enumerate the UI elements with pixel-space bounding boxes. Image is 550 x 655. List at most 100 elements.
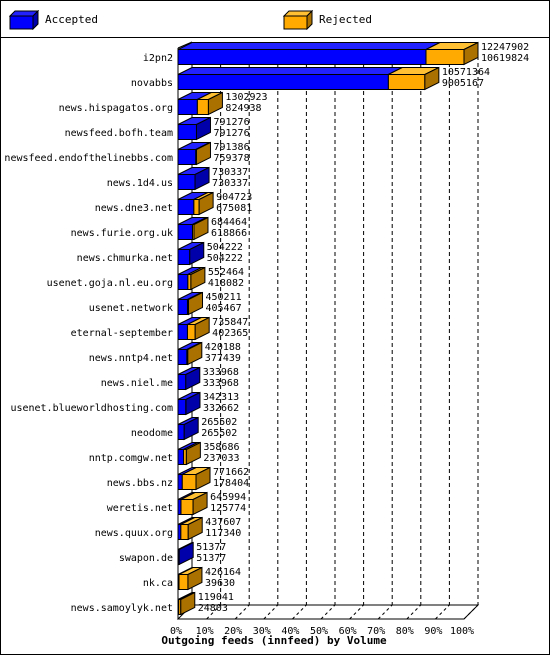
value-label-offered: 119041 — [198, 592, 234, 603]
legend-swatch-accepted — [9, 10, 39, 30]
bar-rejected — [180, 499, 194, 515]
category-label: news.chmurka.net — [77, 253, 173, 264]
value-label-accepted: 265502 — [201, 428, 237, 439]
value-label-accepted: 117340 — [205, 528, 241, 539]
value-label-accepted: 759378 — [213, 153, 249, 164]
bar-accepted — [177, 49, 427, 65]
value-label-accepted: 332662 — [203, 403, 239, 414]
value-label-accepted: 237033 — [203, 453, 239, 464]
bar-rejected — [178, 574, 189, 590]
x-tick-label: 50% — [310, 626, 328, 637]
category-label: news.bbs.nz — [107, 478, 173, 489]
value-label-offered: 504222 — [207, 242, 243, 253]
category-label: i2pn2 — [143, 53, 173, 64]
bar-rejected — [387, 74, 426, 90]
x-axis-label: Outgoing feeds (innfeed) by Volume — [161, 634, 387, 647]
bar-accepted — [177, 424, 185, 440]
bar-accepted — [177, 199, 195, 215]
bar-side — [198, 191, 214, 216]
value-label-offered: 333968 — [203, 367, 239, 378]
bar-accepted — [177, 499, 182, 515]
bar-side — [193, 216, 209, 241]
bar-side — [192, 491, 208, 516]
bar-side — [194, 316, 210, 341]
bar-accepted — [177, 249, 191, 265]
bar-side — [194, 166, 210, 191]
category-label: usenet.blueworldhosting.com — [10, 403, 173, 414]
bar-side — [185, 391, 201, 416]
bar-side — [187, 566, 203, 591]
bar-accepted — [177, 99, 198, 115]
value-label-offered: 1302923 — [225, 92, 267, 103]
bar-side — [195, 116, 211, 141]
bar-side — [463, 41, 479, 66]
x-tick-label: 100% — [450, 626, 474, 637]
value-label-accepted: 39630 — [205, 578, 235, 589]
value-label-accepted: 675081 — [216, 203, 252, 214]
category-label: usenet.goja.nl.eu.org — [47, 278, 173, 289]
category-label: swapon.de — [119, 553, 173, 564]
bar-rejected — [181, 474, 197, 490]
value-label-offered: 684464 — [211, 217, 247, 228]
category-label: eternal-september — [71, 328, 173, 339]
category-label: news.nntp4.net — [89, 353, 173, 364]
bar-accepted — [177, 349, 188, 365]
value-label-accepted: 377439 — [205, 353, 241, 364]
bar-accepted-top — [177, 42, 441, 50]
value-label-offered: 552464 — [208, 267, 244, 278]
value-label-accepted: 824938 — [225, 103, 261, 114]
bar-accepted — [177, 224, 193, 240]
value-label-offered: 645994 — [210, 492, 246, 503]
category-label: novabbs — [131, 78, 173, 89]
bar-side — [183, 416, 199, 441]
legend-label-rejected: Rejected — [319, 13, 372, 26]
value-label-offered: 51377 — [196, 542, 226, 553]
bar-side — [424, 66, 440, 91]
bar-accepted-top — [177, 67, 403, 75]
category-label: newsfeed.bofh.team — [65, 128, 173, 139]
value-label-accepted: 51377 — [196, 553, 226, 564]
x-tick-label: 60% — [339, 626, 357, 637]
category-label: news.samoylyk.net — [71, 603, 173, 614]
value-label-accepted: 504222 — [207, 253, 243, 264]
value-label-offered: 358686 — [203, 442, 239, 453]
value-label-accepted: 178404 — [213, 478, 249, 489]
bar-accepted — [177, 399, 187, 415]
bar-accepted — [177, 474, 183, 490]
x-tick-label: 30% — [253, 626, 271, 637]
category-label: nntp.comgw.net — [89, 453, 173, 464]
value-label-offered: 904723 — [216, 192, 252, 203]
bar-accepted — [177, 599, 180, 615]
x-tick-label: 70% — [367, 626, 385, 637]
value-label-accepted: 418082 — [208, 278, 244, 289]
y-axis-top-line — [177, 41, 193, 49]
bar-rejected — [425, 49, 465, 65]
bar-accepted — [177, 449, 185, 465]
value-label-accepted: 791276 — [213, 128, 249, 139]
bar-side — [178, 541, 194, 566]
category-label: nk.ca — [143, 578, 173, 589]
value-label-offered: 791276 — [213, 117, 249, 128]
value-label-accepted: 730337 — [212, 178, 248, 189]
bar-side — [187, 341, 203, 366]
bar-accepted — [177, 524, 182, 540]
bar-side — [190, 266, 206, 291]
category-label: usenet.network — [89, 303, 173, 314]
x-tick-label: 0% — [170, 626, 182, 637]
bar-rejected — [186, 324, 196, 340]
value-label-accepted: 333968 — [203, 378, 239, 389]
bar-side — [188, 291, 204, 316]
legend: Accepted Rejected — [1, 1, 549, 38]
value-label-offered: 265502 — [201, 417, 237, 428]
bar-accepted — [177, 149, 197, 165]
bar-accepted — [177, 574, 180, 590]
category-label: news.niel.me — [101, 378, 173, 389]
value-label-offered: 771662 — [213, 467, 249, 478]
bar-accepted — [177, 74, 389, 90]
value-label-offered: 426164 — [205, 567, 241, 578]
bar-accepted — [177, 174, 196, 190]
category-label: news.dne3.net — [95, 203, 173, 214]
value-label-offered: 791386 — [213, 142, 249, 153]
category-label: news.furie.org.uk — [71, 228, 173, 239]
value-label-accepted: 402365 — [212, 328, 248, 339]
